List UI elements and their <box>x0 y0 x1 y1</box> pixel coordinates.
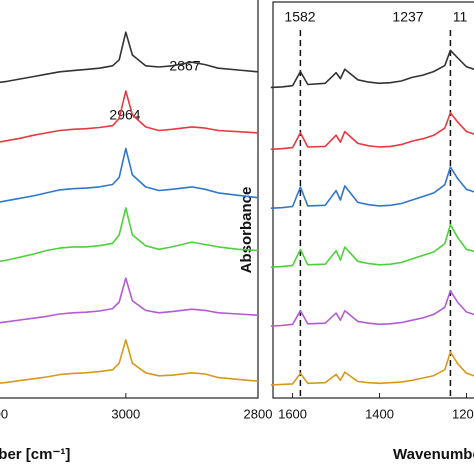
x-tick-label: 1400 <box>365 406 394 421</box>
x-axis-label: Wavenumber [cm⁻¹] <box>393 446 474 463</box>
x-axis-label: Wavenumber [cm⁻¹] <box>0 446 70 463</box>
spectrum <box>270 290 474 327</box>
x-tick-label: 1200 <box>452 406 474 421</box>
spectrum <box>0 207 259 263</box>
x-tick-label: 3000 <box>111 406 140 421</box>
annotation: 11 <box>453 9 468 25</box>
annotation: 1582 <box>284 9 315 25</box>
x-tick-label: 1600 <box>278 406 307 421</box>
x-tick-label: 2800 <box>244 406 273 421</box>
spectrum <box>270 223 474 268</box>
spectrum <box>0 90 259 143</box>
spectrum <box>0 339 259 384</box>
spectrum <box>0 147 259 203</box>
left-frame <box>0 0 259 399</box>
spectrum <box>270 166 474 209</box>
spectrum <box>270 112 474 151</box>
spectrum <box>270 351 474 386</box>
annotation: 1237 <box>392 9 423 25</box>
annotation: 2964 <box>109 107 140 123</box>
spectrum <box>270 49 474 89</box>
right-frame <box>272 1 474 399</box>
spectrum <box>0 277 259 324</box>
spectrum <box>0 31 259 84</box>
y-axis-label: Absorbance <box>238 187 255 274</box>
x-tick-label: 3200 <box>0 406 8 421</box>
